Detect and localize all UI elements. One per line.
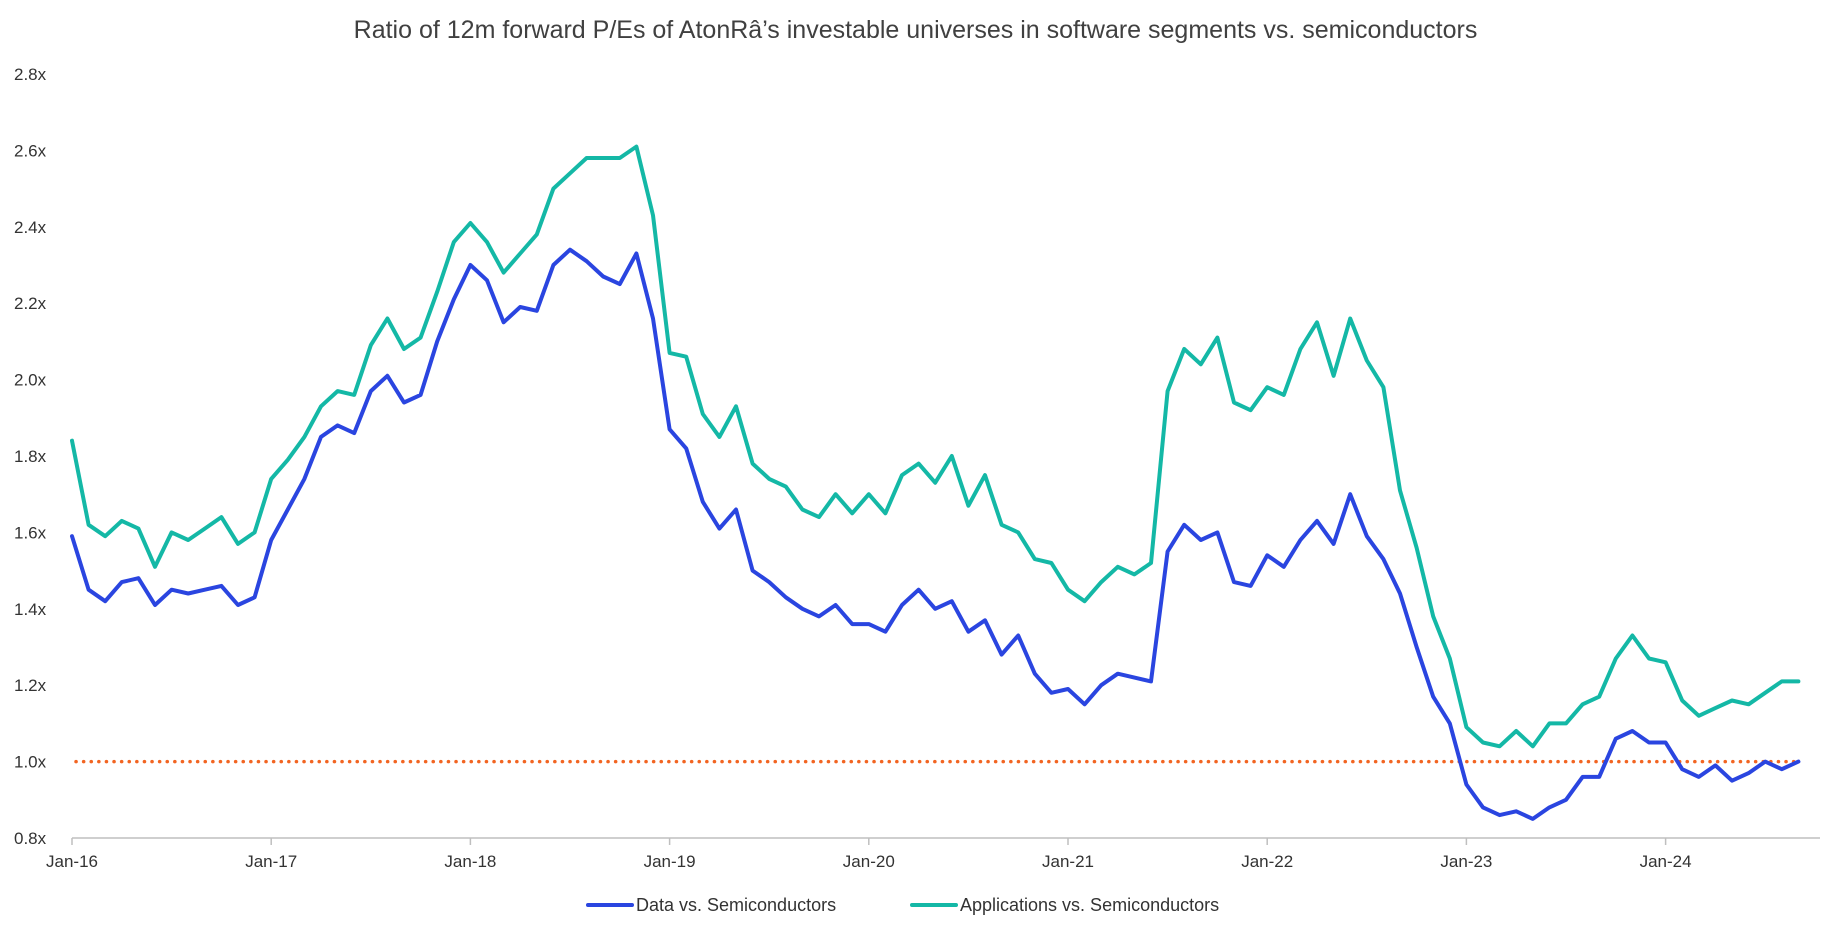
- x-tick-label: Jan-17: [245, 852, 297, 871]
- y-tick-label: 2.6x: [14, 141, 47, 160]
- legend-label: Applications vs. Semiconductors: [960, 895, 1219, 915]
- y-axis-labels: 0.8x 1.0x 1.2x 1.4x 1.6x 1.8x 2.0x 2.2x 2.4x 2.6x…: [14, 65, 47, 848]
- x-tick-label: Jan-20: [843, 852, 895, 871]
- x-tick-label: Jan-16: [46, 852, 98, 871]
- y-tick-label: 1.6x: [14, 523, 47, 542]
- x-axis: Jan-16 Jan-17 Jan-18 Jan-19 Jan-20 Jan-21 Jan-…: [46, 837, 1820, 871]
- series-line-1: [70, 247, 1801, 821]
- y-tick-label: 2.2x: [14, 294, 47, 313]
- x-tick-label: Jan-23: [1440, 852, 1492, 871]
- series-group: [70, 144, 1801, 821]
- y-tick-label: 1.0x: [14, 753, 47, 772]
- chart-title: Ratio of 12m forward P/Es of AtonRâ’s in…: [353, 16, 1478, 44]
- x-tick-label: Jan-19: [644, 852, 696, 871]
- x-tick-label: Jan-21: [1042, 852, 1094, 871]
- y-tick-label: 2.4x: [14, 218, 47, 237]
- y-tick-label: 1.4x: [14, 600, 47, 619]
- y-tick-label: 0.8x: [14, 829, 47, 848]
- y-tick-label: 2.8x: [14, 65, 47, 84]
- x-tick-label: Jan-24: [1640, 852, 1692, 871]
- legend: Data vs. Semiconductors Applications vs. …: [586, 895, 1219, 915]
- y-tick-label: 1.8x: [14, 447, 47, 466]
- y-tick-label: 2.0x: [14, 371, 47, 390]
- series-line-2: [70, 144, 1801, 749]
- legend-label: Data vs. Semiconductors: [636, 895, 836, 915]
- x-tick-label: Jan-22: [1241, 852, 1293, 871]
- x-tick-label: Jan-18: [444, 852, 496, 871]
- y-tick-label: 1.2x: [14, 676, 47, 695]
